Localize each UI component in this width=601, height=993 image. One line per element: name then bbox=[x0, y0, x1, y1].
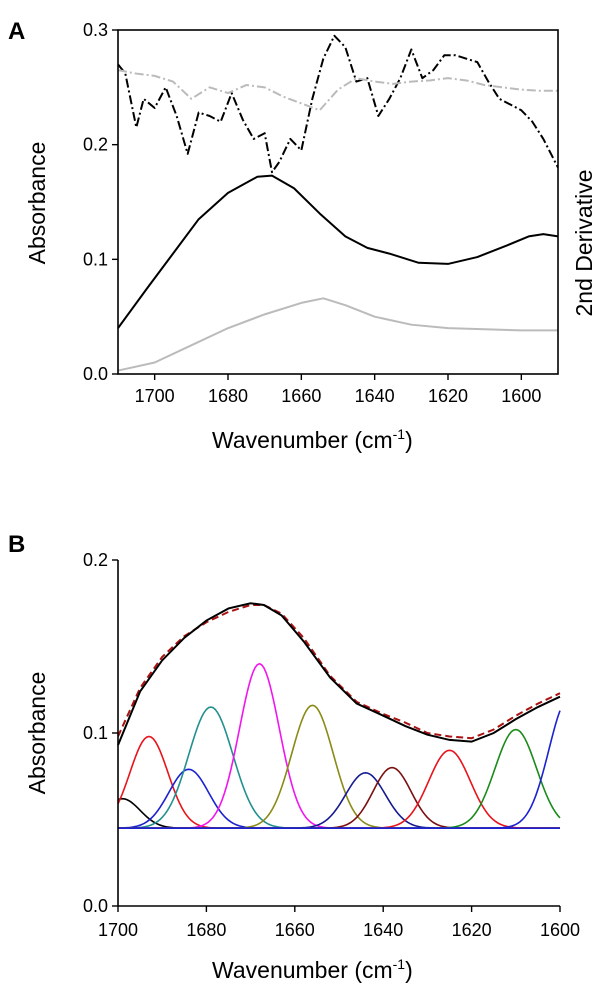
panel-b-plot-area bbox=[117, 602, 561, 829]
panel-a-ticks: 1700 1680 1660 1640 1620 1600 0.0 0.1 0.2 0.3 bbox=[83, 20, 541, 406]
panel-b-component-band-2 bbox=[117, 735, 560, 829]
panel-a-x-tick-label: 1600 bbox=[501, 386, 541, 406]
panel-a-y2-axis-label: 2nd Derivative bbox=[571, 169, 597, 316]
panel-b-component-band-4 bbox=[117, 706, 560, 829]
panel-a-y-tick-label: 0.3 bbox=[83, 20, 108, 40]
panel-b-x-axis-label-end: ) bbox=[405, 957, 413, 983]
panel-a-x-axis-label-main: Wavenumber (cm bbox=[212, 427, 393, 453]
panel-a-series-line-3 bbox=[117, 34, 559, 174]
panel-a-x-tick-label: 1680 bbox=[208, 386, 248, 406]
panel-b-x-axis-label-sup: -1 bbox=[393, 956, 406, 972]
panel-a-x-tick-label: 1640 bbox=[355, 386, 395, 406]
panel-b-fit-curve bbox=[117, 603, 561, 740]
panel-b-ticks: 1700 1680 1660 1640 1620 1600 0.0 0.1 0.2 bbox=[83, 550, 580, 940]
panel-a-x-axis-label-sup: -1 bbox=[393, 426, 406, 442]
panel-a: A 1700 1680 1660 1640 1620 1600 0.0 0.1 0.2 0.3 A… bbox=[8, 18, 597, 453]
panel-b-y-tick-label: 0.1 bbox=[83, 723, 108, 743]
panel-a-y-tick-label: 0.1 bbox=[83, 249, 108, 269]
panel-b-x-tick-label: 1640 bbox=[363, 920, 403, 940]
panel-a-x-axis-label-end: ) bbox=[405, 427, 413, 453]
panel-b: B 1700 1680 1660 1640 1620 1600 0.0 0.1 0.2 Abso… bbox=[8, 531, 580, 983]
panel-b-x-tick-label: 1600 bbox=[540, 920, 580, 940]
panel-b-x-tick-label: 1680 bbox=[186, 920, 226, 940]
panel-a-series-line-2 bbox=[117, 297, 558, 372]
panel-a-x-tick-label: 1620 bbox=[428, 386, 468, 406]
panel-a-series-line-4 bbox=[117, 69, 558, 112]
panel-b-component-band-1 bbox=[117, 797, 560, 829]
panel-a-y-axis-label: Absorbance bbox=[24, 142, 50, 265]
panel-b-letter: B bbox=[8, 531, 25, 558]
panel-b-y-tick-label: 0.2 bbox=[83, 550, 108, 570]
panel-a-plot-area bbox=[117, 34, 559, 372]
panel-b-x-tick-label: 1620 bbox=[452, 920, 492, 940]
panel-a-letter: A bbox=[8, 18, 25, 45]
panel-b-component-band-5 bbox=[118, 662, 560, 829]
panel-b-x-axis-label-main: Wavenumber (cm bbox=[212, 957, 393, 983]
panel-a-series-line-1 bbox=[117, 174, 559, 329]
panel-b-component-band-9 bbox=[118, 749, 560, 829]
panel-b-y-axis-label: Absorbance bbox=[24, 672, 50, 795]
panel-a-y-tick-label: 0.0 bbox=[83, 364, 108, 384]
panel-b-x-tick-label: 1660 bbox=[275, 920, 315, 940]
panel-a-x-tick-label: 1660 bbox=[281, 386, 321, 406]
panel-b-y-tick-label: 0.0 bbox=[83, 896, 108, 916]
panel-a-x-axis-label: Wavenumber (cm-1) bbox=[212, 426, 413, 453]
panel-b-measured-curve bbox=[117, 602, 561, 746]
panel-b-component-band-10 bbox=[118, 728, 561, 829]
panel-b-x-tick-label: 1700 bbox=[98, 920, 138, 940]
panel-a-y-tick-label: 0.2 bbox=[83, 135, 108, 155]
panel-a-frame bbox=[117, 29, 559, 375]
panel-b-x-axis-label: Wavenumber (cm-1) bbox=[212, 956, 413, 983]
panel-a-x-tick-label: 1700 bbox=[135, 386, 175, 406]
